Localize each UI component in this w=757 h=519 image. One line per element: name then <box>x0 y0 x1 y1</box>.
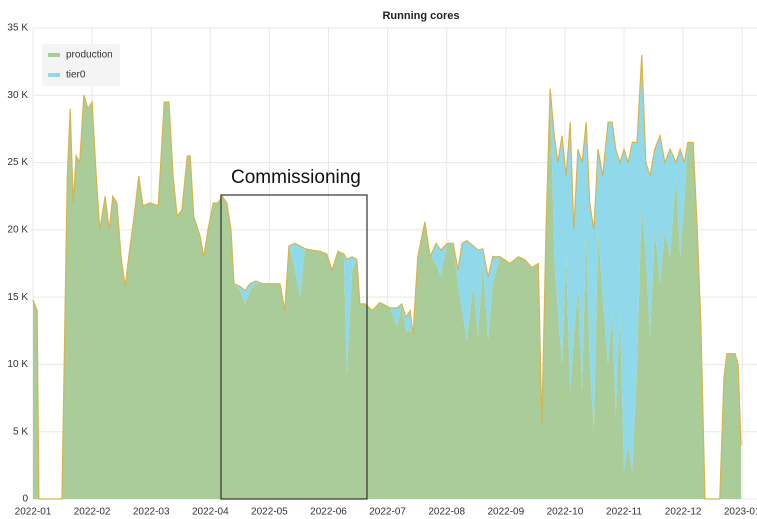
x-tick-label: 2022-05 <box>251 507 288 518</box>
y-tick-label: 35 K <box>7 23 28 34</box>
x-tick-label: 2023-01 <box>724 507 757 518</box>
y-tick-label: 5 K <box>13 426 28 437</box>
x-tick-label: 2022-12 <box>665 507 702 518</box>
legend-box <box>42 44 120 86</box>
x-tick-label: 2022-11 <box>606 507 642 518</box>
y-tick-label: 20 K <box>7 224 28 235</box>
x-tick-label: 2022-04 <box>192 507 229 518</box>
x-tick-label: 2022-08 <box>428 507 465 518</box>
outline <box>32 54 742 500</box>
legend-label: tier0 <box>66 70 86 81</box>
y-tick-label: 15 K <box>7 292 28 303</box>
y-tick-label: 0 <box>22 494 28 505</box>
y-tick-label: 25 K <box>7 157 28 168</box>
x-tick-label: 2022-02 <box>74 507 111 518</box>
area <box>33 88 742 500</box>
annotation-box <box>220 194 368 500</box>
x-tick-label: 2022-09 <box>487 507 524 518</box>
y-tick-label: 10 K <box>7 359 28 370</box>
legend: production tier0 <box>42 44 120 86</box>
y-tick-label: 30 K <box>7 90 28 101</box>
x-tick-label: 2022-10 <box>547 507 584 518</box>
plot <box>32 54 742 500</box>
x-tick-label: 2022-01 <box>15 507 52 518</box>
chart-title: Running cores <box>382 10 459 22</box>
x-tick-label: 2022-06 <box>310 507 347 518</box>
legend-label: production <box>66 50 113 61</box>
x-tick-label: 2022-03 <box>133 507 170 518</box>
area <box>33 54 742 500</box>
x-tick-label: 2022-07 <box>369 507 406 518</box>
annotation: Commissioning <box>231 167 361 188</box>
